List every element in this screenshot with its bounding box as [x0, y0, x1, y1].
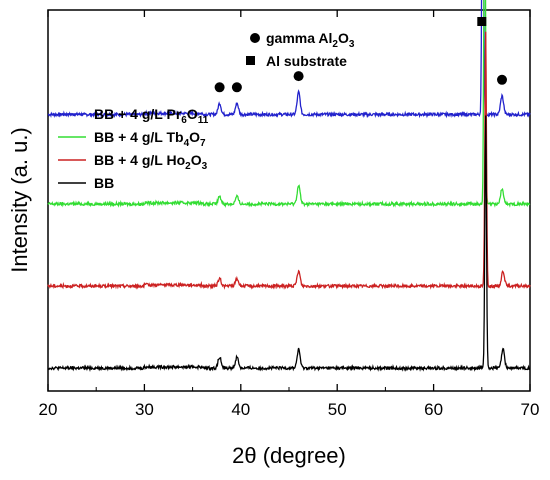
peak-markers [214, 17, 507, 93]
x-axis-title: 2θ (degree) [232, 443, 346, 468]
legend-label: BB + 4 g/L Tb4O7 [94, 129, 206, 149]
x-tick-label: 60 [424, 400, 443, 419]
marker-key-square-symbol [246, 56, 255, 65]
series-line [47, 115, 531, 373]
series-line [47, 0, 531, 119]
x-tick-label: 70 [521, 400, 540, 419]
legend-label: BB + 4 g/L Ho2O3 [94, 152, 208, 172]
series-line [47, 0, 531, 208]
legend: BB + 4 g/L Pr6O11 BB + 4 g/L Tb4O7 BB + 4 … [58, 106, 209, 191]
marker-key: gamma Al2O3 Al substrate [246, 30, 355, 69]
x-tick-label: 20 [39, 400, 58, 419]
series-layer [47, 0, 531, 373]
al-substrate-peak-marker [477, 17, 487, 26]
x-tick-label: 40 [231, 400, 250, 419]
gamma-al2o3-peak-marker [293, 71, 304, 82]
x-tick-label: 30 [135, 400, 154, 419]
legend-label: BB [94, 175, 114, 191]
x-axis: 20 30 40 50 60 70 [39, 10, 540, 419]
x-tick-label: 50 [328, 400, 347, 419]
series-line [47, 31, 531, 290]
gamma-al2o3-peak-marker [497, 74, 507, 85]
gamma-al2o3-peak-marker [231, 82, 242, 93]
legend-label: BB + 4 g/L Pr6O11 [94, 106, 209, 126]
marker-key-al-substrate: Al substrate [266, 53, 347, 69]
y-axis-title: Intensity (a. u.) [7, 127, 32, 273]
gamma-al2o3-peak-marker [214, 82, 225, 93]
marker-key-circle-symbol [250, 33, 260, 43]
marker-key-gamma-al2o3: gamma Al2O3 [266, 30, 355, 50]
